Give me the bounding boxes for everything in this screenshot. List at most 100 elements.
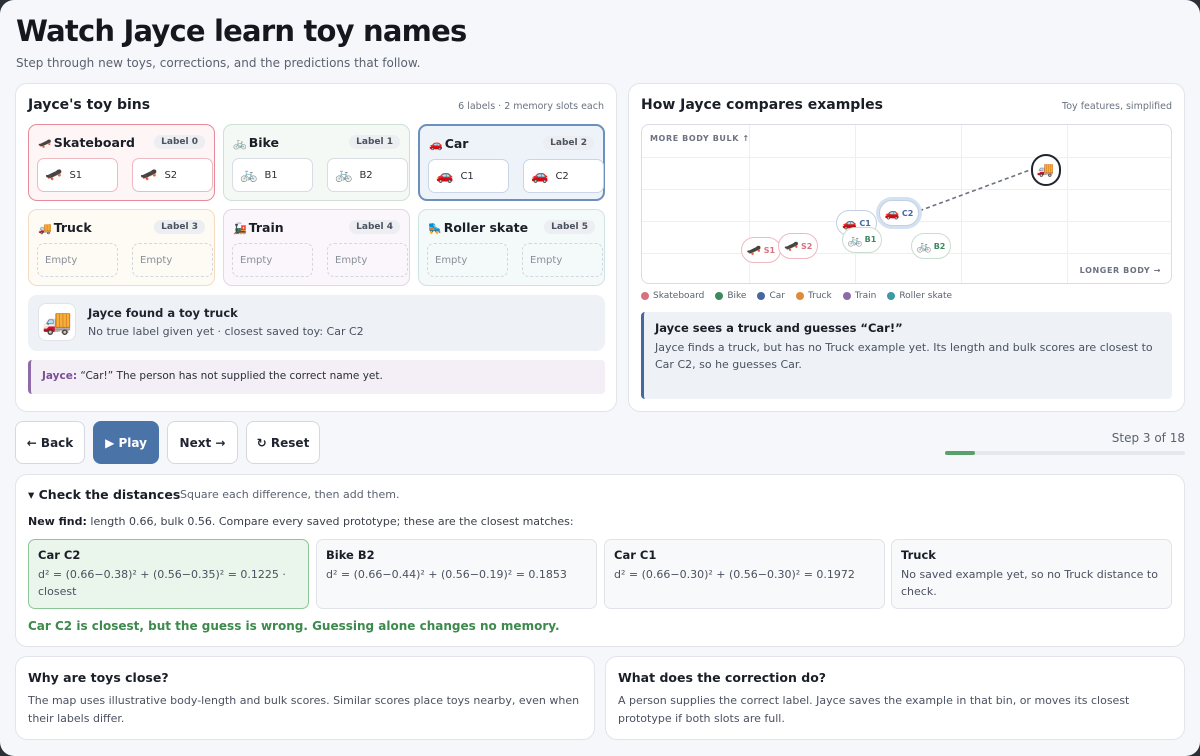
memory-slot[interactable]: 🚗 C1 [428, 159, 509, 193]
toy-icon: 🚗 [884, 206, 900, 221]
legend-label: Train [854, 291, 877, 301]
speaker-name: Jayce: [42, 370, 78, 382]
info-title: Why are toys close? [28, 670, 169, 685]
memory-slot[interactable]: Empty [327, 243, 408, 277]
legend-swatch [641, 292, 649, 300]
distance-card: Truck No saved example yet, so no Truck d… [891, 539, 1172, 609]
compare-panel-title: How Jayce compares examples [641, 97, 883, 113]
bin-roller-skate[interactable]: 🛼 Roller skate Label 5 Empty Empty [418, 209, 605, 286]
feature-scatter-plot: MORE BODY BULK ↑ LONGER BODY → 🛹 S1 🛹 S2 🚗 C1… [641, 124, 1172, 284]
bin-train[interactable]: 🚂 Train Label 4 Empty Empty [223, 209, 410, 286]
play-button[interactable]: ▶ Play [93, 421, 159, 464]
legend-swatch [887, 292, 896, 300]
slot-label: C1 [460, 170, 474, 182]
bin-label-badge: Label 3 [154, 220, 205, 234]
memory-slot[interactable]: 🛹 S1 [37, 158, 118, 192]
slot-label: Empty [335, 254, 368, 266]
bin-title: 🛹 Skateboard [38, 135, 135, 150]
toy-icon: 🚗 [531, 168, 549, 184]
bin-bike[interactable]: 🚲 Bike Label 1 🚲 B1 🚲 B2 [223, 124, 410, 201]
bin-title: 🛼 Roller skate [428, 220, 528, 235]
memory-slot[interactable]: 🚗 C2 [523, 159, 604, 193]
prototype-name: Car C1 [614, 548, 657, 562]
memory-slot[interactable]: Empty [37, 243, 118, 277]
prototype-name: Car C2 [38, 548, 81, 562]
slot-label: B2 [359, 169, 373, 181]
slot-label: Empty [530, 254, 563, 266]
slot-label: B1 [264, 169, 278, 181]
y-axis-label: MORE BODY BULK ↑ [650, 134, 750, 143]
bin-truck[interactable]: 🚚 Truck Label 3 Empty Empty [28, 209, 215, 286]
point-b1[interactable]: 🚲 B1 [841, 226, 883, 253]
info-card-why-close: Why are toys close? The map uses illustr… [15, 656, 595, 740]
distance-formula: No saved example yet, so no Truck distan… [901, 568, 1158, 598]
bin-icon: 🛼 [428, 222, 442, 235]
reset-button[interactable]: ↻ Reset [246, 421, 320, 464]
new-find-line: New find: length 0.66, bulk 0.56. Compar… [28, 515, 574, 528]
memory-slot[interactable]: 🛹 S2 [132, 158, 213, 192]
legend-label: Roller skate [899, 291, 953, 301]
back-button[interactable]: ← Back [15, 421, 85, 464]
next-button[interactable]: Next → [167, 421, 238, 464]
prototype-name: Bike B2 [326, 548, 375, 562]
legend-swatch [715, 292, 724, 300]
point-c2[interactable]: 🚗 C2 [878, 200, 920, 227]
speech-text: “Car!” The person has not supplied the c… [80, 370, 383, 382]
toy-icon: 🛹 [783, 239, 799, 254]
memory-slot[interactable]: Empty [132, 243, 213, 277]
slot-label: S1 [69, 169, 83, 181]
legend-item: Truck [795, 291, 832, 301]
info-text: A person supplies the correct label. Jay… [618, 694, 1130, 725]
bin-icon: 🚚 [38, 222, 52, 235]
page-subtitle: Step through new toys, corrections, and … [16, 56, 421, 70]
point-label: C1 [859, 218, 871, 228]
narration-box: Jayce sees a truck and guesses “Car!” Ja… [641, 312, 1172, 399]
memory-slot[interactable]: 🚲 B2 [327, 158, 408, 192]
point-s1[interactable]: 🛹 S1 [740, 237, 782, 264]
memory-slot[interactable]: Empty [522, 243, 603, 277]
legend-item: Train [842, 291, 877, 301]
point-b2[interactable]: 🚲 B2 [910, 233, 952, 260]
point-label: C2 [901, 208, 914, 218]
bin-car[interactable]: 🚗 Car Label 2 🚗 C1 🚗 C2 [418, 124, 605, 201]
bin-icon: 🚲 [233, 137, 247, 150]
page-title: Watch Jayce learn toy names [16, 14, 467, 48]
memory-slot[interactable]: Empty [232, 243, 313, 277]
toy-icon: 🚲 [240, 167, 258, 183]
current-toy-point[interactable]: 🚚 [1030, 154, 1061, 187]
bin-name: Train [248, 220, 284, 235]
bin-title: 🚂 Train [233, 220, 284, 235]
legend-label: Truck [807, 291, 832, 301]
bin-name: Truck [53, 220, 92, 235]
bin-label-badge: Label 2 [543, 136, 594, 150]
found-toy-title: Jayce found a toy truck [88, 306, 238, 320]
bin-skateboard[interactable]: 🛹 Skateboard Label 0 🛹 S1 🛹 S2 [28, 124, 215, 201]
x-axis-label: LONGER BODY → [1079, 266, 1161, 275]
bin-name: Roller skate [443, 220, 529, 235]
distance-card: Bike B2 d² = (0.66−0.44)² + (0.56−0.19)² … [316, 539, 597, 609]
info-title: What does the correction do? [618, 670, 827, 685]
distance-formula: d² = (0.66−0.30)² + (0.56−0.30)² = 0.197… [614, 568, 855, 581]
memory-slot[interactable]: Empty [427, 243, 508, 277]
new-find-label: New find: [28, 515, 87, 528]
memory-slot[interactable]: 🚲 B1 [232, 158, 313, 192]
bin-title: 🚲 Bike [233, 135, 279, 150]
legend-label: Car [769, 291, 785, 301]
bin-label-badge: Label 1 [349, 135, 400, 149]
distance-card: Car C1 d² = (0.66−0.30)² + (0.56−0.30)² =… [604, 539, 885, 609]
bin-title: 🚗 Car [429, 136, 468, 151]
slot-label: C2 [555, 170, 569, 182]
jayce-speech: Jayce: “Car!” The person has not supplie… [28, 360, 605, 394]
toy-icon: 🛹 [140, 167, 158, 183]
point-s2[interactable]: 🛹 S2 [777, 233, 819, 260]
chart-legend: Skateboard Bike Car Truck Train Roller skate [641, 291, 952, 301]
found-toy-alert: 🚚 Jayce found a toy truck No true label … [28, 295, 605, 351]
point-label: B1 [864, 235, 877, 245]
narration-title: Jayce sees a truck and guesses “Car!” [655, 321, 903, 335]
toy-icon: 🚲 [847, 232, 863, 247]
bin-name: Skateboard [53, 135, 135, 150]
bin-icon: 🛹 [38, 137, 52, 150]
distances-toggle[interactable]: ▾ Check the distances [28, 487, 181, 502]
bin-name: Car [444, 136, 469, 151]
